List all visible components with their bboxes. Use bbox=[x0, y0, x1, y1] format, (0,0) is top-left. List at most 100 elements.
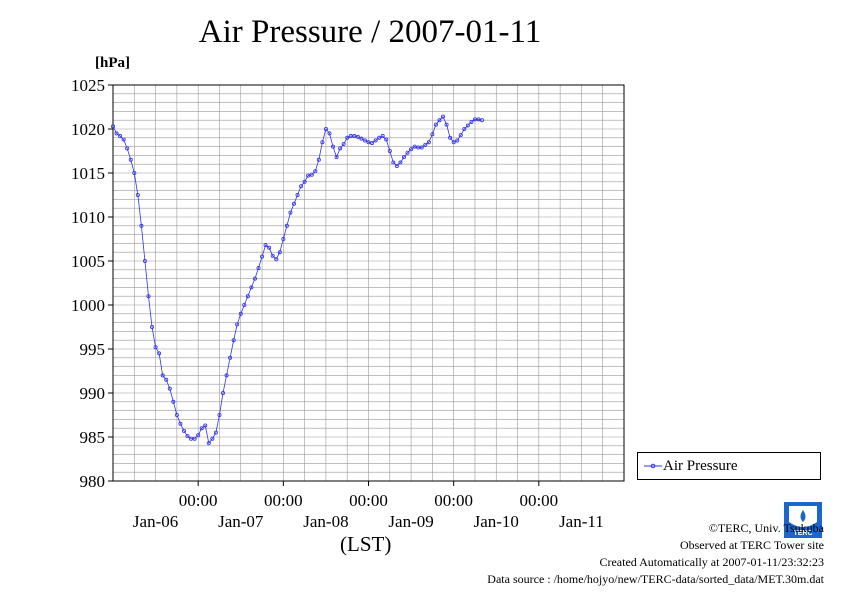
data-point bbox=[142, 258, 147, 263]
x-axis-ticks: 00:00Jan-0600:00Jan-0700:00Jan-0800:00Ja… bbox=[133, 481, 604, 531]
y-tick-label: 1015 bbox=[71, 164, 105, 183]
data-point bbox=[334, 155, 339, 160]
data-point bbox=[249, 285, 254, 290]
y-tick-label: 990 bbox=[80, 384, 106, 403]
y-tick-label: 1025 bbox=[71, 76, 105, 95]
data-point bbox=[178, 421, 183, 426]
data-point bbox=[135, 192, 140, 197]
data-point bbox=[331, 144, 336, 149]
data-point bbox=[238, 311, 243, 316]
data-point bbox=[171, 399, 176, 404]
x-tick-time-label: 00:00 bbox=[349, 491, 388, 510]
data-point bbox=[419, 145, 424, 150]
x-tick-day-label: Jan-07 bbox=[218, 512, 264, 531]
data-point bbox=[451, 140, 456, 145]
data-point bbox=[167, 386, 172, 391]
x-tick-day-label: Jan-06 bbox=[133, 512, 178, 531]
data-point bbox=[213, 430, 218, 435]
x-tick-day-label: Jan-10 bbox=[474, 512, 519, 531]
data-point bbox=[192, 436, 197, 441]
data-point bbox=[199, 426, 204, 431]
data-point bbox=[146, 294, 151, 299]
data-point bbox=[235, 322, 240, 327]
data-point bbox=[164, 377, 169, 382]
y-tick-label: 980 bbox=[80, 472, 106, 491]
x-tick-day-label: Jan-09 bbox=[388, 512, 433, 531]
data-point bbox=[370, 141, 375, 146]
y-tick-label: 1020 bbox=[71, 120, 105, 139]
data-point bbox=[111, 124, 116, 129]
data-point bbox=[121, 137, 126, 142]
data-point bbox=[327, 131, 332, 136]
x-tick-time-label: 00:00 bbox=[434, 491, 473, 510]
data-point bbox=[206, 441, 211, 446]
created-text: Created Automatically at 2007-01-11/23:3… bbox=[599, 555, 824, 569]
data-point bbox=[355, 134, 360, 139]
data-point bbox=[313, 169, 318, 174]
copyright-text: ©TERC, Univ. Tsukuba bbox=[708, 521, 824, 535]
x-tick-time-label: 00:00 bbox=[264, 491, 303, 510]
data-point bbox=[302, 179, 307, 184]
x-tick-time-label: 00:00 bbox=[179, 491, 218, 510]
data-point bbox=[160, 373, 165, 378]
x-axis-label: (LST) bbox=[340, 532, 392, 556]
data-point bbox=[245, 294, 250, 299]
data-point bbox=[274, 257, 279, 262]
y-axis-unit-label: [hPa] bbox=[95, 55, 130, 71]
data-point bbox=[196, 433, 201, 438]
data-point bbox=[384, 137, 389, 142]
data-point bbox=[409, 147, 414, 152]
legend-marker-icon bbox=[644, 463, 662, 469]
data-point bbox=[153, 345, 158, 350]
legend: Air Pressure bbox=[637, 452, 821, 480]
data-point bbox=[114, 131, 119, 136]
series-line bbox=[112, 115, 483, 445]
observed-text: Observed at TERC Tower site bbox=[679, 538, 824, 552]
data-point bbox=[377, 135, 382, 140]
data-point bbox=[157, 351, 162, 356]
x-tick-time-label: 00:00 bbox=[519, 491, 558, 510]
x-tick-day-label: Jan-11 bbox=[559, 512, 604, 531]
data-point bbox=[125, 146, 130, 151]
data-point bbox=[217, 412, 222, 417]
y-tick-label: 985 bbox=[80, 428, 106, 447]
data-point bbox=[128, 157, 133, 162]
data-point bbox=[426, 140, 431, 145]
data-point bbox=[387, 148, 392, 153]
data-point bbox=[306, 173, 311, 178]
data-point bbox=[373, 138, 378, 143]
data-point bbox=[277, 250, 282, 255]
data-point bbox=[423, 142, 428, 147]
data-point bbox=[448, 135, 453, 140]
data-point bbox=[338, 146, 343, 151]
data-point bbox=[401, 155, 406, 160]
data-point bbox=[150, 324, 155, 329]
data-point bbox=[284, 223, 289, 228]
data-point bbox=[341, 141, 346, 146]
data-point bbox=[263, 243, 268, 248]
data-point bbox=[181, 428, 186, 433]
data-point bbox=[444, 122, 449, 127]
data-point bbox=[231, 338, 236, 343]
data-point bbox=[139, 223, 144, 228]
data-point bbox=[316, 157, 321, 162]
data-point bbox=[252, 276, 257, 281]
data-point bbox=[320, 140, 325, 145]
data-point bbox=[256, 266, 261, 271]
data-point bbox=[366, 140, 371, 145]
data-point bbox=[295, 192, 300, 197]
data-point bbox=[228, 355, 233, 360]
svg-text:TERC: TERC bbox=[793, 530, 812, 537]
data-source-text: Data source : /home/hojyo/new/TERC-data/… bbox=[487, 572, 824, 586]
data-point bbox=[309, 172, 314, 177]
data-point bbox=[132, 170, 137, 175]
legend-label: Air Pressure bbox=[663, 458, 738, 474]
y-tick-label: 1000 bbox=[71, 296, 105, 315]
data-point bbox=[480, 118, 485, 123]
y-axis-ticks: 980 985 990 995 1000 1005 1010 1015 1020 1025 bbox=[71, 76, 113, 491]
y-tick-label: 995 bbox=[80, 340, 106, 359]
data-point bbox=[433, 122, 438, 127]
data-point bbox=[476, 117, 481, 122]
terc-logo-icon: TERC bbox=[784, 502, 822, 538]
